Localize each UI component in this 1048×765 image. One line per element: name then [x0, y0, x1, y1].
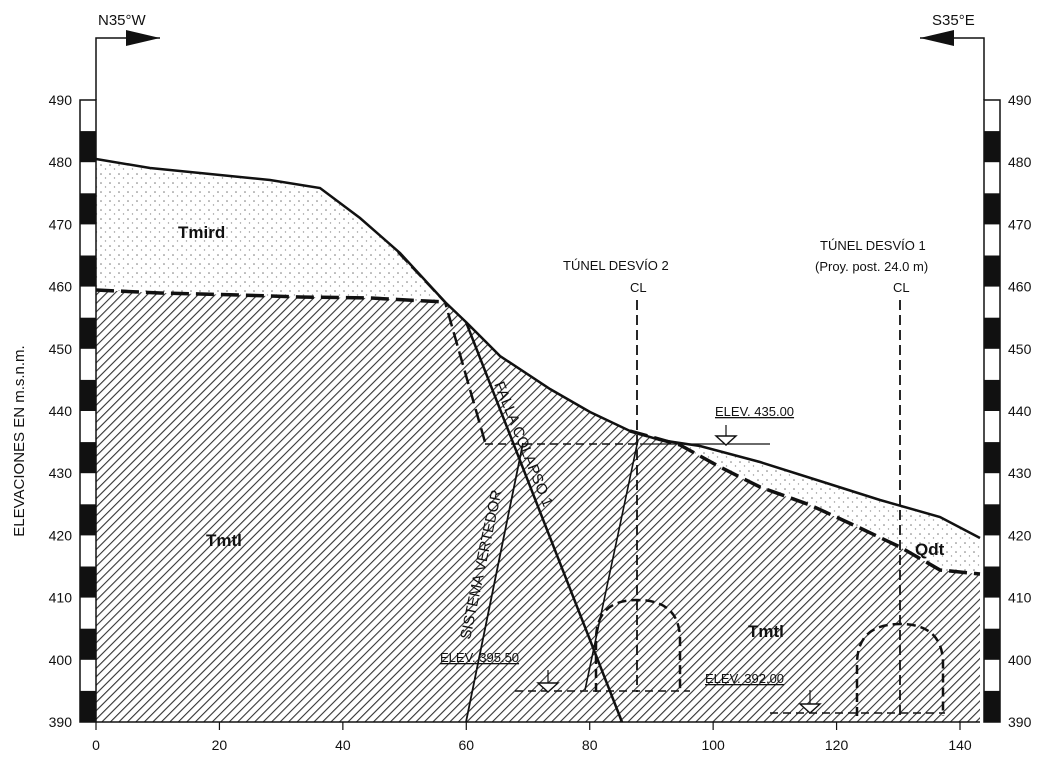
y-tick-label: 460 — [1008, 279, 1032, 295]
ruler-band — [80, 255, 96, 287]
y-tick-label: 390 — [49, 714, 73, 730]
x-tick-label: 60 — [458, 737, 474, 753]
y-tick-label: 390 — [1008, 714, 1032, 730]
y-axis-ticks-right: 490 480 470 460 450 440 430 420 410 400 390 — [1008, 92, 1032, 730]
right-direction-arrow — [920, 37, 985, 100]
y-tick-label: 400 — [49, 652, 73, 668]
y-tick-label: 430 — [49, 465, 73, 481]
ruler-band — [984, 131, 1000, 163]
y-axis-ticks-left: 490 480 470 460 450 440 430 420 410 400 390 — [49, 92, 73, 730]
x-tick-label: 100 — [701, 737, 725, 753]
ruler-band — [80, 690, 96, 722]
y-tick-label: 420 — [49, 527, 73, 543]
ruler-band — [80, 379, 96, 411]
y-tick-label: 400 — [1008, 652, 1032, 668]
y-tick-label: 420 — [1008, 527, 1032, 543]
right-elevation-ruler — [983, 99, 1001, 723]
tunnel-2-cl-symbol: CL — [630, 280, 647, 295]
ruler-band — [80, 442, 96, 474]
ruler-band — [984, 504, 1000, 536]
y-tick-label: 470 — [49, 216, 73, 232]
elevation-label-395: ELEV. 395.50 — [440, 650, 519, 665]
contact-qdt-tmtl — [629, 429, 981, 576]
ground-profile — [95, 157, 981, 540]
tunnel-2-title: TÚNEL DESVÍO 2 — [563, 258, 669, 273]
elevation-label-392: ELEV. 392.00 — [705, 671, 784, 686]
ruler-band — [984, 255, 1000, 287]
y-tick-label: 440 — [1008, 403, 1032, 419]
ruler-band — [984, 628, 1000, 660]
y-tick-label: 430 — [1008, 465, 1032, 481]
fault-line-right — [584, 439, 639, 691]
left-arrowhead-icon — [126, 30, 160, 46]
y-axis-label: ELEVACIONES EN m.s.n.m. — [11, 345, 28, 536]
ruler-band — [984, 442, 1000, 474]
y-tick-label: 480 — [1008, 154, 1032, 170]
x-tick-label: 80 — [582, 737, 598, 753]
tunnel-1-outline — [855, 622, 945, 716]
y-tick-label: 480 — [49, 154, 73, 170]
ruler-band — [984, 379, 1000, 411]
y-tick-label: 410 — [1008, 590, 1032, 606]
left-elevation-ruler — [79, 99, 97, 723]
weathering-zone-trace — [397, 251, 487, 443]
tmird-unit — [96, 159, 445, 302]
tunnel-2-outline — [594, 598, 682, 692]
x-tick-label: 20 — [212, 737, 228, 753]
tunnel-1-note: (Proy. post. 24.0 m) — [815, 259, 928, 274]
ruler-band — [984, 690, 1000, 722]
x-tick-label: 0 — [92, 737, 100, 753]
unit-label-qdt: Qdt — [915, 540, 945, 559]
right-arrowhead-icon — [920, 30, 954, 46]
ruler-band — [80, 193, 96, 225]
y-tick-label: 470 — [1008, 216, 1032, 232]
elevation-label-435: ELEV. 435.00 — [715, 404, 794, 419]
tunnel-1-cl-symbol: CL — [893, 280, 910, 295]
ruler-band — [80, 131, 96, 163]
ruler-band — [984, 566, 1000, 598]
y-tick-label: 410 — [49, 590, 73, 606]
unit-label-tmird: Tmird — [178, 223, 225, 242]
x-tick-label: 120 — [825, 737, 849, 753]
y-tick-label: 440 — [49, 403, 73, 419]
y-tick-label: 490 — [49, 92, 73, 108]
y-tick-label: 490 — [1008, 92, 1032, 108]
y-tick-label: 450 — [49, 341, 73, 357]
x-tick-label: 140 — [948, 737, 972, 753]
tunnel-1-title: TÚNEL DESVÍO 1 — [820, 238, 926, 253]
orientation-right: S35°E — [932, 12, 975, 29]
ruler-band — [80, 504, 96, 536]
y-tick-label: 460 — [49, 279, 73, 295]
fault-line-sistema-vertedor — [465, 442, 524, 723]
left-direction-arrow — [95, 37, 160, 100]
x-tick-label: 40 — [335, 737, 351, 753]
y-tick-label: 450 — [1008, 341, 1032, 357]
unit-label-tmtl-right: Tmtl — [748, 622, 784, 641]
ruler-band — [984, 317, 1000, 349]
ruler-band — [80, 566, 96, 598]
ruler-band — [984, 193, 1000, 225]
orientation-left: N35°W — [98, 12, 147, 29]
ruler-band — [80, 628, 96, 660]
ruler-band — [80, 317, 96, 349]
unit-label-tmtl-left: Tmtl — [206, 531, 242, 550]
contact-tmird-tmtl — [95, 288, 446, 304]
x-axis-ticks: 0 20 40 60 80 100 120 140 — [92, 722, 972, 753]
